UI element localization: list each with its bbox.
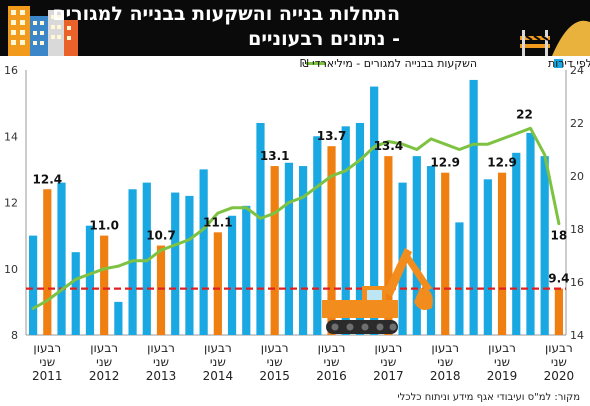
right-axis-tick-label: 18 [570,223,584,236]
bar [469,79,478,335]
data-label: 12.9 [430,156,460,170]
left-axis-tick-label: 10 [4,263,18,276]
bar-highlight [213,232,222,335]
legend-label-bars: התחלות בנייה - אלפי דירות [548,57,590,70]
bar-highlight [384,156,393,335]
bar [185,195,194,335]
buildings-icon [8,6,78,56]
data-label: 13.4 [374,139,404,153]
legend-swatch-bars [554,59,563,68]
x-axis-tick-label: רבעון שני 2019 [487,341,518,383]
legend-label-line: השקעות בבנייה למגורים - מיליארדי ₪ [300,57,477,70]
bar [284,162,293,335]
x-axis-tick-label: רבעון שני 2015 [259,341,290,383]
bar [242,205,251,335]
x-axis-tick-label: רבעון שני 2014 [203,341,234,383]
bar [370,86,379,335]
bar [426,166,436,335]
bar-highlight [270,166,279,335]
data-label: 10.7 [146,229,176,243]
bar [227,215,237,335]
bar [142,182,151,335]
right-axis-tick-label: 14 [570,329,584,342]
bar [199,169,208,335]
data-label: 11.0 [89,219,119,233]
construction-barrier-icon [520,30,550,56]
left-axis-tick-label: 12 [4,197,18,210]
left-axis-tick-label: 14 [4,130,18,143]
chart-subtitle: - נתונים רבעוניים [248,28,400,50]
data-label: 22 [516,107,533,121]
data-label: 11.1 [203,215,233,229]
investment-line [31,126,561,310]
bar [341,126,350,335]
right-axis-tick-label: 22 [570,117,584,130]
bar [256,123,265,335]
excavator-icon [322,248,433,334]
x-axis-tick-label: רבעון שני 2016 [316,341,347,383]
header-banner: התחלות בנייה והשקעות בבנייה למגורים - נת… [0,0,590,56]
bar [313,136,322,335]
bar [71,252,80,335]
data-label: 12.4 [33,172,63,186]
data-label: 13.1 [260,149,290,163]
bar [526,132,535,335]
bar [540,156,549,335]
left-axis-tick-label: 16 [4,64,18,77]
right-axis-tick-label: 20 [570,170,584,183]
x-axis-tick-label: רבעון שני 2013 [146,341,177,383]
bar [299,166,308,335]
bar-highlight [100,235,109,335]
bar-highlight [441,172,450,335]
bar [57,182,66,335]
bar-highlight [554,288,563,335]
x-axis-tick-label: רבעון שני 2011 [32,341,63,383]
data-label: 18 [551,229,568,243]
bar-highlight [327,146,336,335]
bar [512,152,521,335]
bar [355,123,365,335]
sand-pile-icon [552,20,590,56]
bar [412,156,421,335]
header-decoration [8,6,590,56]
data-label: 13.7 [317,129,347,143]
x-axis-tick-label: רבעון שני 2020 [544,341,575,383]
bar-highlight [497,172,507,335]
bar [171,192,180,335]
data-label: 9.4 [548,272,569,286]
x-axis-tick-label: רבעון שני 2018 [430,341,461,383]
bar [114,301,123,335]
bar [455,222,464,335]
bar [85,225,95,335]
bar-highlight [156,245,166,335]
source-note: מקור: למ"ס ועיבודי אגף מידע וניתוח כלכלי [397,392,580,403]
x-axis-tick-label: רבעון שני 2012 [89,341,120,383]
right-axis-tick-label: 16 [570,276,584,289]
bar [29,235,38,335]
right-axis-tick-label: 24 [570,64,584,77]
bar-highlight [43,189,52,335]
chart: 8 10 12 14 16 14 16 18 20 22 24 12.4 11.0 10.7 11.1 13… [4,57,590,383]
chart-title: התחלות בנייה והשקעות בבנייה למגורים [52,3,400,25]
left-axis-tick-label: 8 [11,329,18,342]
data-label: 12.9 [487,156,517,170]
bar [483,179,492,335]
x-axis-tick-label: רבעון שני 2017 [373,341,404,383]
